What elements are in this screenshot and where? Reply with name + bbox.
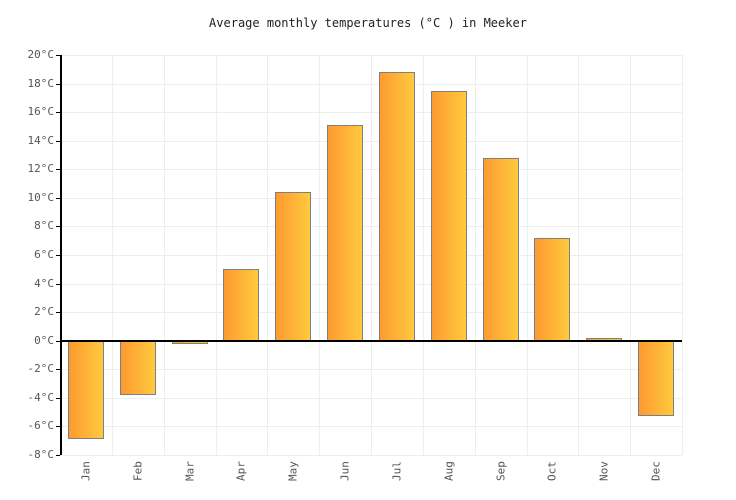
x-axis-label: Jul	[390, 461, 404, 481]
y-axis-tick	[56, 169, 60, 171]
y-axis-label: 0°C	[34, 333, 54, 347]
x-axis-label: Feb	[131, 461, 145, 481]
y-axis-tick	[56, 255, 60, 256]
x-axis-label: Jan	[79, 461, 93, 481]
y-axis-tick	[56, 426, 60, 428]
y-axis-tick	[56, 226, 60, 228]
y-axis-tick	[56, 55, 60, 56]
y-axis-label: 8°C	[34, 219, 54, 233]
y-axis-tick	[56, 197, 60, 199]
y-axis-tick	[56, 455, 60, 456]
y-axis-tick	[56, 340, 60, 342]
v-gridline	[319, 55, 321, 455]
x-axis-label: Nov	[597, 461, 611, 481]
v-gridline	[526, 55, 528, 455]
y-axis-tick	[56, 397, 60, 399]
y-axis-tick	[56, 83, 60, 85]
y-axis-tick	[56, 140, 60, 142]
bar-Dec	[638, 340, 675, 417]
y-axis-label: 14°C	[27, 133, 55, 147]
y-axis-tick	[56, 112, 60, 114]
zero-axis-line	[60, 339, 682, 342]
v-gridline	[682, 55, 683, 455]
y-axis-label: 12°C	[27, 162, 55, 176]
y-axis-label: -2°C	[27, 362, 55, 376]
bar-Jul	[378, 72, 415, 341]
y-axis-label: 6°C	[34, 248, 54, 261]
v-gridline	[111, 55, 113, 455]
y-axis-label: -8°C	[27, 448, 55, 461]
y-axis-label: 20°C	[27, 48, 55, 61]
bar-Jun	[327, 125, 364, 341]
bar-Oct	[534, 237, 571, 341]
y-axis-label: 10°C	[27, 190, 55, 204]
y-axis-tick	[56, 369, 60, 371]
v-gridline	[578, 55, 580, 455]
bar-Aug	[430, 90, 467, 341]
y-axis-line	[60, 55, 62, 455]
y-axis-label: 4°C	[34, 276, 54, 290]
y-axis-label: -4°C	[27, 390, 55, 404]
y-axis-label: -6°C	[27, 419, 55, 433]
v-gridline	[215, 55, 217, 455]
x-axis-label: Mar	[183, 461, 197, 481]
y-axis-tick	[56, 312, 60, 314]
x-axis-label: Sep	[494, 461, 508, 481]
y-axis-label: 2°C	[34, 305, 54, 319]
y-axis-label: 18°C	[27, 76, 55, 90]
x-axis-label: Oct	[545, 461, 559, 481]
v-gridline	[422, 55, 424, 455]
x-axis-label: Apr	[234, 461, 248, 481]
v-gridline	[267, 55, 269, 455]
x-axis-label: Jun	[338, 461, 352, 481]
x-axis-label: Dec	[649, 461, 663, 481]
y-axis-label: 16°C	[27, 105, 55, 119]
bar-May	[275, 192, 312, 341]
v-gridline	[163, 55, 165, 455]
h-gridline	[60, 455, 682, 456]
y-axis-tick	[56, 283, 60, 285]
bar-Jan	[67, 340, 104, 440]
bar-Apr	[223, 269, 260, 341]
bar-Feb	[119, 340, 156, 395]
chart-title: Average monthly temperatures (°C ) in Me…	[209, 16, 527, 30]
x-axis-label: Aug	[442, 461, 456, 481]
v-gridline	[371, 55, 372, 455]
v-gridline	[630, 55, 632, 455]
bar-Sep	[482, 157, 519, 341]
x-axis-label: May	[286, 461, 300, 481]
v-gridline	[474, 55, 476, 455]
